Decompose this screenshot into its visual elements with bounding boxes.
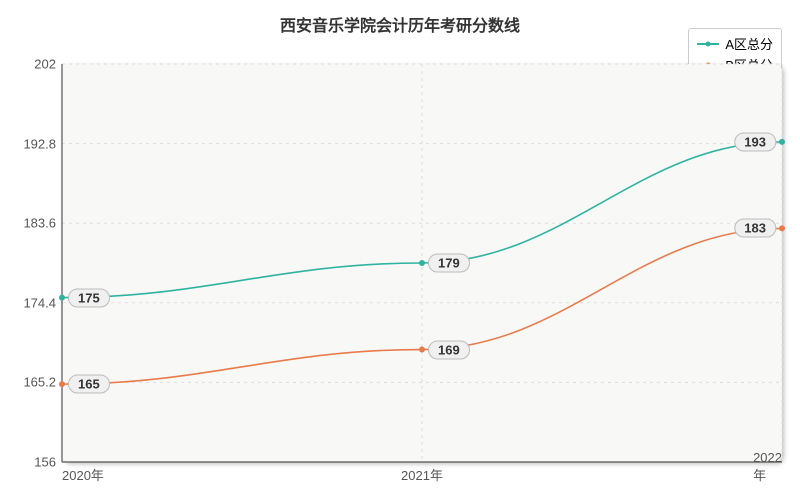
plot-svg [62, 64, 782, 462]
y-tick-label: 202 [34, 57, 56, 72]
x-tick-label: 2020年 [62, 465, 104, 484]
x-tick-label: 2022年 [753, 450, 782, 484]
x-tick-label: 2021年 [401, 465, 443, 484]
series-marker-1-2 [779, 225, 785, 231]
value-label-1-1: 169 [428, 340, 470, 359]
legend-item-0: A区总分 [697, 33, 773, 54]
plot-area: 156165.2174.4183.6192.82022020年2021年2022… [62, 64, 782, 462]
series-marker-1-0 [59, 381, 65, 387]
y-tick-label: 156 [34, 455, 56, 470]
y-tick-label: 192.8 [23, 136, 56, 151]
chart-title: 西安音乐学院会计历年考研分数线 [280, 12, 520, 36]
value-label-0-1: 179 [428, 254, 470, 273]
y-tick-label: 165.2 [23, 375, 56, 390]
y-tick-label: 174.4 [23, 295, 56, 310]
value-label-0-0: 175 [68, 288, 110, 307]
value-label-1-2: 183 [734, 219, 776, 238]
series-marker-0-1 [419, 260, 425, 266]
legend-swatch-0 [697, 43, 719, 45]
series-marker-1-1 [419, 347, 425, 353]
y-tick-label: 183.6 [23, 216, 56, 231]
value-label-1-0: 165 [68, 375, 110, 394]
series-marker-0-0 [59, 295, 65, 301]
series-marker-0-2 [779, 139, 785, 145]
chart-container: 西安音乐学院会计历年考研分数线 A区总分 B区总分 156165.2174.41… [0, 0, 800, 500]
value-label-0-2: 193 [734, 132, 776, 151]
legend-label-0: A区总分 [725, 34, 773, 53]
